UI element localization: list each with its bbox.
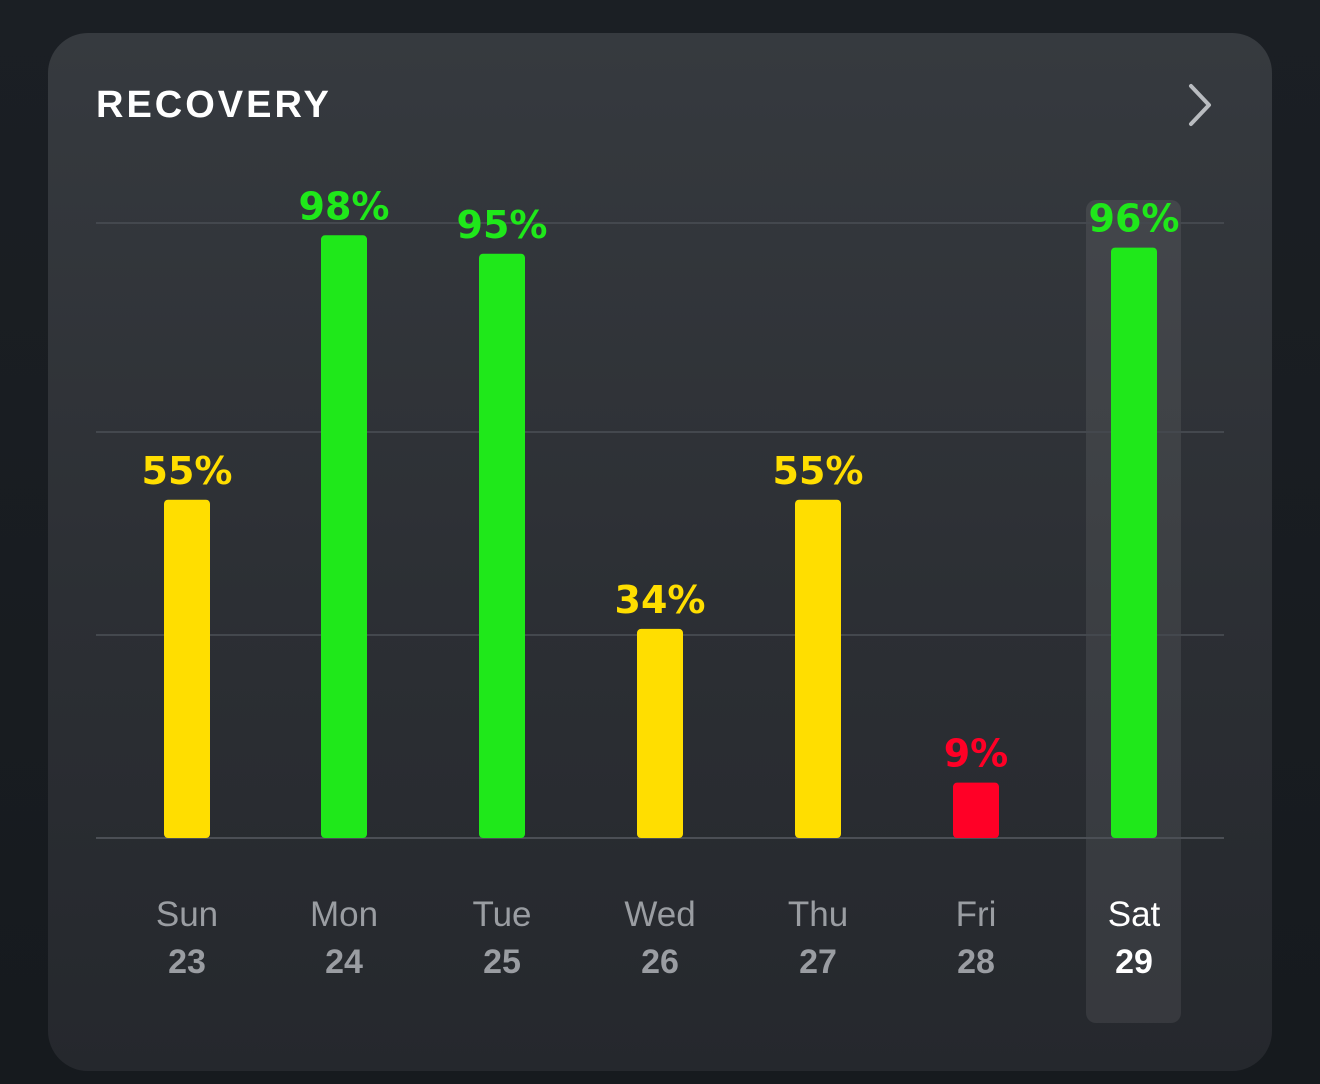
value-label-tue: 95% xyxy=(457,203,548,247)
date-label-thu[interactable]: 27 xyxy=(799,943,837,981)
chevron-right-icon[interactable] xyxy=(1186,83,1214,127)
day-label-fri[interactable]: Fri xyxy=(956,895,997,934)
bar-mon[interactable] xyxy=(321,235,367,839)
recovery-bar-chart: 55% 98% 95% 34% 55% 9% 96% Sun 23 Mon 24 Tue 25 Wed 2… xyxy=(96,184,1224,981)
bar-sat[interactable] xyxy=(1111,247,1157,839)
day-label-wed[interactable]: Wed xyxy=(624,895,695,934)
day-label-thu[interactable]: Thu xyxy=(788,895,848,934)
day-label-sun[interactable]: Sun xyxy=(156,895,218,934)
date-label-wed[interactable]: 26 xyxy=(641,943,679,981)
date-label-sat[interactable]: 29 xyxy=(1115,943,1153,981)
value-label-mon: 98% xyxy=(299,184,390,228)
date-label-mon[interactable]: 24 xyxy=(325,943,363,981)
bar-sun[interactable] xyxy=(164,499,210,838)
date-label-fri[interactable]: 28 xyxy=(957,943,995,981)
day-label-mon[interactable]: Mon xyxy=(310,895,378,934)
day-label-sat[interactable]: Sat xyxy=(1108,895,1161,934)
value-label-thu: 55% xyxy=(773,449,864,493)
value-label-sat: 96% xyxy=(1089,197,1180,241)
bar-wed[interactable] xyxy=(637,628,683,838)
bar-fri[interactable] xyxy=(953,782,999,838)
value-label-fri: 9% xyxy=(944,732,1009,776)
date-label-sun[interactable]: 23 xyxy=(168,943,206,981)
day-label-tue[interactable]: Tue xyxy=(472,895,531,934)
bar-tue[interactable] xyxy=(479,253,525,838)
value-label-wed: 34% xyxy=(615,578,706,622)
recovery-card[interactable]: RECOVERY 55% 98% 95% 34% 55% 9% 96% Sun 23 Mon 24… xyxy=(48,33,1272,1071)
card-title: RECOVERY xyxy=(96,84,332,126)
date-label-tue[interactable]: 25 xyxy=(483,943,521,981)
bar-thu[interactable] xyxy=(795,499,841,838)
value-label-sun: 55% xyxy=(142,449,233,493)
